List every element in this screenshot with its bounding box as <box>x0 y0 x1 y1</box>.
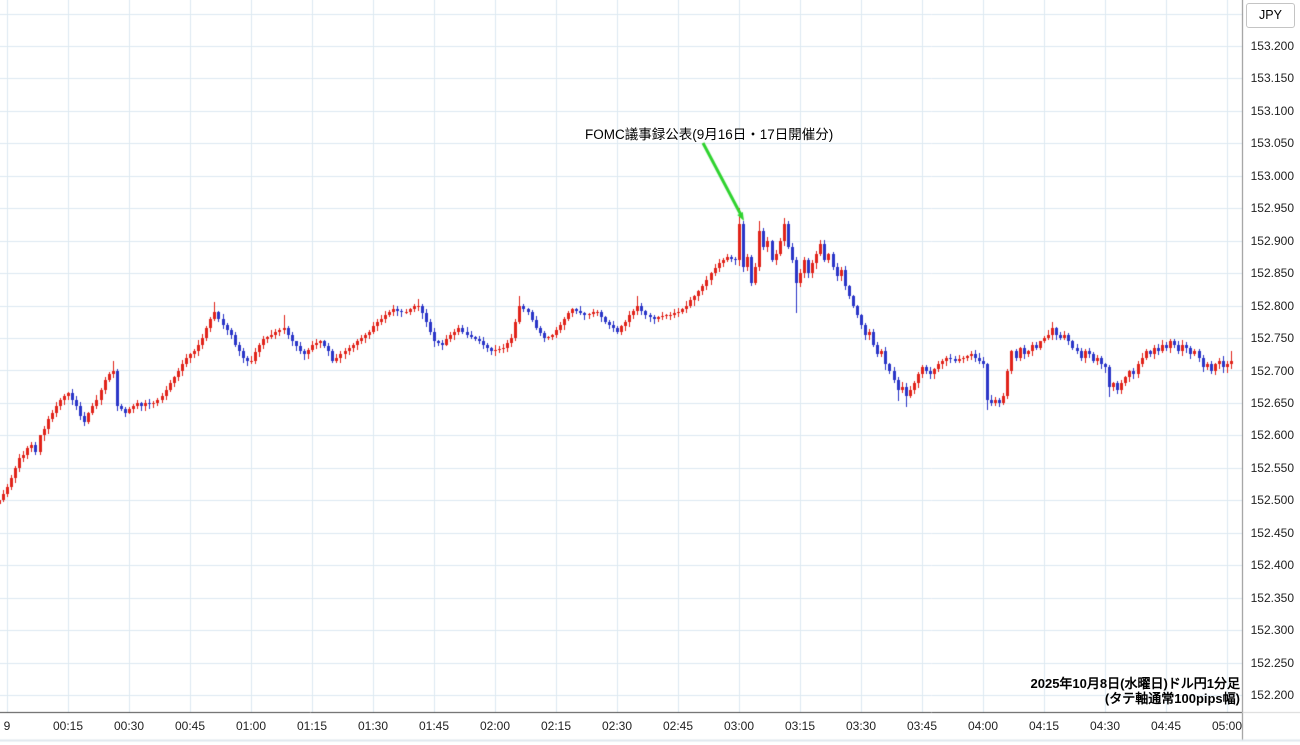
time-label: 03:00 <box>723 719 755 733</box>
time-label: 03:30 <box>845 719 877 733</box>
time-label: 01:30 <box>357 719 389 733</box>
time-label: 9 <box>3 719 11 733</box>
time-label: 00:15 <box>52 719 84 733</box>
price-axis[interactable]: 153.200 153.150 153.100 153.050 153.000 152.9… <box>1242 0 1300 712</box>
time-label: 01:15 <box>296 719 328 733</box>
time-label: 04:30 <box>1089 719 1121 733</box>
chart-caption-line1: 2025年10月8日(水曜日)ドル円1分足 <box>1030 676 1241 691</box>
time-label: 02:15 <box>540 719 572 733</box>
price-label: 153.150 <box>1250 71 1294 85</box>
time-label: 02:00 <box>479 719 511 733</box>
time-label: 04:00 <box>967 719 999 733</box>
time-label: 04:45 <box>1150 719 1182 733</box>
price-label: 152.250 <box>1250 656 1294 670</box>
price-label: 152.300 <box>1250 623 1294 637</box>
price-label: 152.900 <box>1250 234 1294 248</box>
price-label: 153.050 <box>1250 136 1294 150</box>
price-label: 153.000 <box>1250 169 1294 183</box>
price-label: 152.550 <box>1250 461 1294 475</box>
price-label: 152.600 <box>1250 428 1294 442</box>
price-label: 152.500 <box>1250 493 1294 507</box>
price-label: 152.350 <box>1250 591 1294 605</box>
time-label: 01:45 <box>418 719 450 733</box>
price-label: 152.200 <box>1250 688 1294 702</box>
time-label: 02:45 <box>662 719 694 733</box>
price-label: 152.750 <box>1250 331 1294 345</box>
time-label: 03:45 <box>906 719 938 733</box>
currency-tab[interactable]: JPY <box>1246 3 1295 28</box>
chart-caption: 2025年10月8日(水曜日)ドル円1分足 (タテ軸通常100pips幅) <box>1031 676 1241 706</box>
event-annotation: FOMC議事録公表(9月16日・17日開催分) <box>585 127 834 142</box>
time-label: 00:30 <box>113 719 145 733</box>
time-label: 02:30 <box>601 719 633 733</box>
price-label: 152.800 <box>1250 299 1294 313</box>
price-label: 152.650 <box>1250 396 1294 410</box>
time-label: 01:00 <box>235 719 267 733</box>
price-label: 152.950 <box>1250 201 1294 215</box>
price-label: 152.700 <box>1250 364 1294 378</box>
time-label: 00:45 <box>174 719 206 733</box>
time-label: 05:00 <box>1211 719 1242 733</box>
time-label: 03:15 <box>784 719 816 733</box>
price-label: 152.400 <box>1250 558 1294 572</box>
time-label: 04:15 <box>1028 719 1060 733</box>
price-label: 153.200 <box>1250 39 1294 53</box>
time-axis[interactable]: 9 00:15 00:30 00:45 01:00 01:15 01:30 01:45 02:0… <box>0 712 1242 740</box>
price-label: 153.100 <box>1250 104 1294 118</box>
price-label: 152.850 <box>1250 266 1294 280</box>
price-label: 152.450 <box>1250 526 1294 540</box>
chart-caption-line2: (タテ軸通常100pips幅) <box>1104 691 1240 706</box>
